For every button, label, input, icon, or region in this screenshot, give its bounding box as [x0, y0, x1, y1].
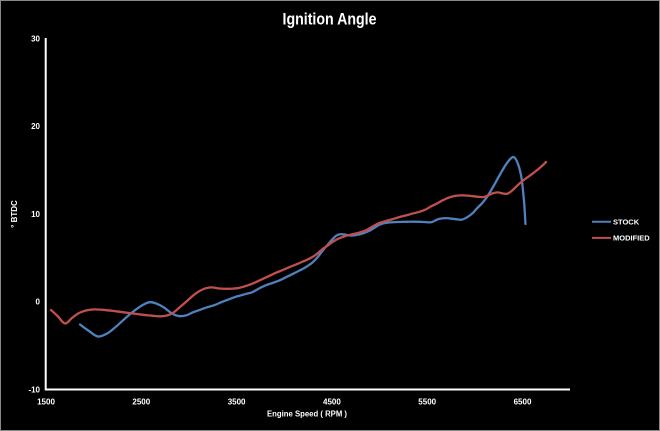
svg-text:6500: 6500 [514, 398, 532, 407]
svg-text:Engine Speed ( RPM ): Engine Speed ( RPM ) [267, 410, 347, 419]
svg-text:30: 30 [31, 35, 40, 44]
svg-text:2500: 2500 [132, 398, 150, 407]
svg-text:3500: 3500 [228, 398, 246, 407]
svg-text:Ignition Angle: Ignition Angle [283, 10, 377, 29]
svg-text:0: 0 [36, 298, 41, 307]
svg-text:° BTDC: ° BTDC [10, 200, 19, 228]
svg-text:1500: 1500 [37, 398, 55, 407]
svg-text:10: 10 [31, 210, 40, 219]
svg-text:20: 20 [31, 122, 40, 131]
svg-text:4500: 4500 [323, 398, 341, 407]
svg-text:MODIFIED: MODIFIED [613, 234, 650, 243]
svg-text:-10: -10 [28, 386, 40, 395]
svg-text:STOCK: STOCK [613, 217, 640, 226]
svg-text:5500: 5500 [418, 398, 436, 407]
